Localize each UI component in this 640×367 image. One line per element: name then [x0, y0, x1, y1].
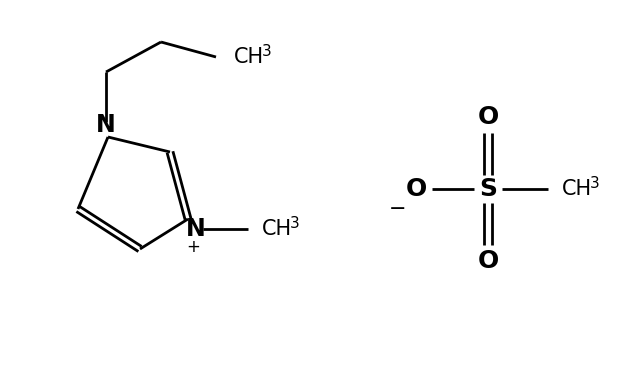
Text: −: − — [389, 199, 407, 219]
Text: 3: 3 — [590, 177, 600, 192]
Text: CH: CH — [562, 179, 592, 199]
Text: CH: CH — [234, 47, 264, 67]
Text: N: N — [186, 217, 206, 241]
Text: S: S — [479, 177, 497, 201]
Text: 3: 3 — [262, 44, 272, 59]
Text: +: + — [186, 238, 200, 256]
Text: O: O — [477, 249, 499, 273]
Text: O: O — [477, 105, 499, 129]
Text: CH: CH — [262, 219, 292, 239]
Text: N: N — [96, 113, 116, 137]
Text: 3: 3 — [290, 217, 300, 232]
Text: O: O — [405, 177, 427, 201]
